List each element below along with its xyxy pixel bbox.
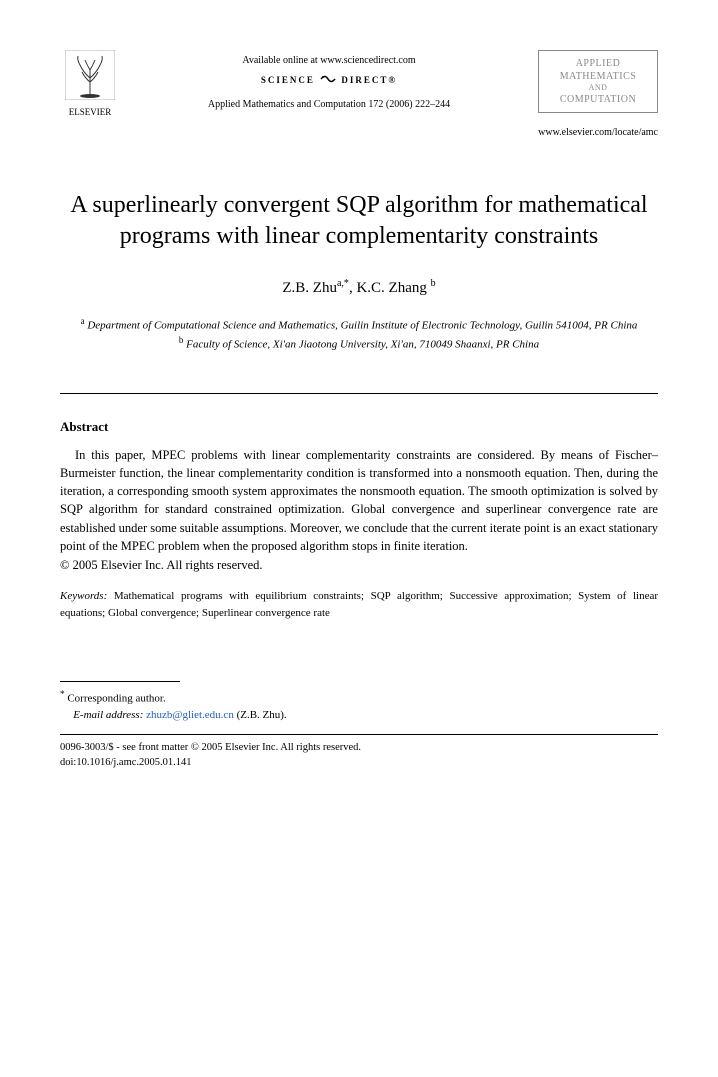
elsevier-logo: ELSEVIER: [60, 50, 120, 118]
abstract-text: In this paper, MPEC problems with linear…: [60, 446, 658, 555]
corresponding-label: Corresponding author.: [65, 693, 166, 705]
footnote-rule: [60, 681, 180, 682]
author2-name: K.C. Zhang: [356, 280, 426, 296]
affil-a-text: Department of Computational Science and …: [85, 319, 638, 331]
journal-cover-box: APPLIED MATHEMATICS AND COMPUTATION: [538, 50, 658, 113]
available-online-text: Available online at www.sciencedirect.co…: [120, 54, 538, 68]
science-direct-logo: SCIENCE DIRECT®: [120, 72, 538, 90]
article-title: A superlinearly convergent SQP algorithm…: [60, 190, 658, 252]
email-label: E-mail address:: [73, 709, 146, 721]
elsevier-tree-icon: [65, 50, 115, 100]
email-link[interactable]: zhuzb@gliet.edu.cn: [146, 709, 234, 721]
affil-b-text: Faculty of Science, Xi'an Jiaotong Unive…: [183, 338, 539, 350]
author2-sup: b: [431, 278, 436, 289]
bottom-rule: [60, 734, 658, 735]
journal-title-line3: AND: [543, 83, 653, 93]
center-header: Available online at www.sciencedirect.co…: [120, 50, 538, 112]
header-row: ELSEVIER Available online at www.science…: [60, 50, 658, 118]
keywords-block: Keywords: Mathematical programs with equ…: [60, 588, 658, 621]
author1-sup: a,*: [337, 278, 349, 289]
email-suffix: (Z.B. Zhu).: [234, 709, 287, 721]
corresponding-author-block: * Corresponding author. E-mail address: …: [60, 688, 658, 724]
footer-line1: 0096-3003/$ - see front matter © 2005 El…: [60, 742, 361, 753]
journal-title-line1: APPLIED: [543, 57, 653, 70]
rule-top: [60, 393, 658, 394]
publisher-name: ELSEVIER: [60, 106, 120, 119]
affiliations: a Department of Computational Science an…: [60, 315, 658, 353]
footer-line2: doi:10.1016/j.amc.2005.01.141: [60, 757, 192, 768]
journal-reference: Applied Mathematics and Computation 172 …: [120, 98, 538, 112]
journal-title-line4: COMPUTATION: [543, 93, 653, 106]
authors-line: Z.B. Zhua,*, K.C. Zhang b: [60, 277, 658, 299]
footer-block: 0096-3003/$ - see front matter © 2005 El…: [60, 741, 658, 770]
sd-swirl-icon: [319, 72, 337, 90]
sd-text1: SCIENCE: [261, 75, 315, 85]
keywords-text: Mathematical programs with equilibrium c…: [60, 590, 658, 619]
abstract-heading: Abstract: [60, 418, 658, 436]
locate-url: www.elsevier.com/locate/amc: [60, 126, 658, 140]
keywords-label: Keywords:: [60, 590, 107, 602]
sd-text2: DIRECT®: [341, 75, 397, 85]
author1-name: Z.B. Zhu: [282, 280, 337, 296]
copyright-line: © 2005 Elsevier Inc. All rights reserved…: [60, 557, 658, 575]
journal-title-line2: MATHEMATICS: [543, 70, 653, 83]
